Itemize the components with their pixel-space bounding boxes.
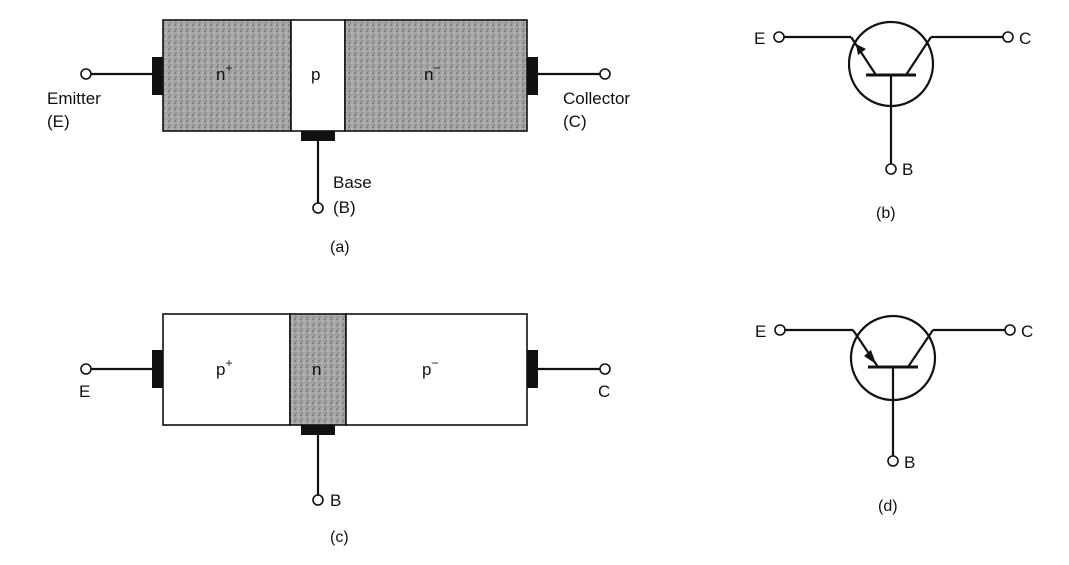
panel-b-npn-symbol: E C B (b) [754,20,1031,222]
region-p-plus-label: p+ [216,356,232,379]
base-label: Base [333,173,372,192]
collector-terminal [599,363,611,375]
collector-label: C [1021,322,1033,341]
base-terminal [885,163,897,175]
emitter-arrow-icon [864,350,876,364]
region-p-minus-label: p− [422,356,438,379]
emitter-contact [152,350,163,388]
emitter-diagonal [850,36,877,76]
emitter-terminal [80,68,92,80]
emitter-terminal [774,324,786,336]
region-n-minus-label: n− [424,61,440,84]
collector-label: Collector [563,89,630,108]
emitter-label: E [79,382,90,401]
emitter-terminal [773,31,785,43]
region-n-label: n [312,360,321,379]
region-n-plus-label: n+ [216,61,232,84]
collector-label: C [1019,29,1031,48]
panel-c-pnp-structure: p+ n p− E C B (c) [79,313,611,546]
collector-diagonal [905,36,932,76]
emitter-arrow-icon [856,44,866,55]
caption-a: (a) [330,239,350,256]
panel-d-pnp-symbol: E C B (d) [755,314,1033,515]
caption-d: (d) [878,498,898,515]
region-p-minus [345,313,528,426]
base-terminal [312,494,324,506]
base-label: B [904,453,915,472]
base-terminal [312,202,324,214]
caption-b: (b) [876,205,896,222]
region-p-label: p [311,65,320,84]
collector-diagonal [907,329,934,368]
emitter-abbr-label: (E) [47,112,70,131]
collector-terminal [1004,324,1016,336]
region-n-plus [162,19,292,132]
collector-abbr-label: (C) [563,112,587,131]
base-contact [301,131,335,141]
region-n-minus [344,19,528,132]
collector-label: C [598,382,610,401]
collector-terminal [1002,31,1014,43]
base-contact [301,425,335,435]
collector-terminal [599,68,611,80]
base-abbr-label: (B) [333,198,356,217]
base-label: B [330,491,341,510]
emitter-label: Emitter [47,89,101,108]
panel-a-npn-structure: n+ p n− Emitter (E) Collector (C) Base (… [47,19,630,256]
base-label: B [902,160,913,179]
emitter-contact [152,57,163,95]
emitter-terminal [80,363,92,375]
collector-contact [527,57,538,95]
caption-c: (c) [330,529,349,546]
emitter-label: E [755,322,766,341]
emitter-label: E [754,29,765,48]
base-terminal [887,455,899,467]
collector-contact [527,350,538,388]
region-p [290,19,346,132]
